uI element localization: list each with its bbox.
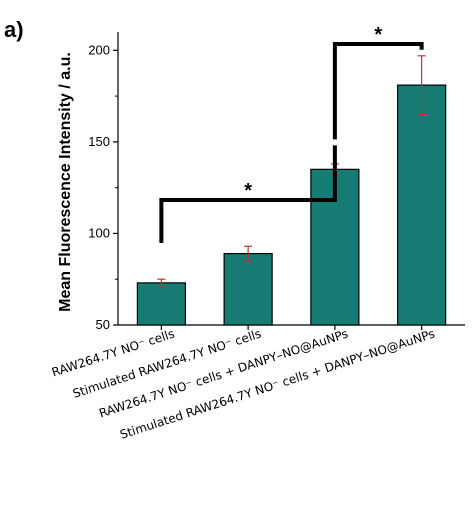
significance-bracket (332, 42, 424, 140)
y-tick-label: 50 (96, 317, 110, 332)
significance-label: * (374, 24, 382, 46)
y-tick-label: 100 (88, 225, 110, 240)
y-tick-label: 200 (88, 42, 110, 57)
y-tick-label: 150 (88, 134, 110, 149)
panel-label: a) (4, 17, 24, 42)
y-axis-label: Mean Fluorescence Intensity / a.u. (57, 52, 74, 312)
bar (397, 84, 447, 326)
bar (223, 252, 273, 326)
significance-label: * (244, 180, 252, 202)
bar (136, 282, 186, 326)
significance-bracket (159, 145, 337, 243)
